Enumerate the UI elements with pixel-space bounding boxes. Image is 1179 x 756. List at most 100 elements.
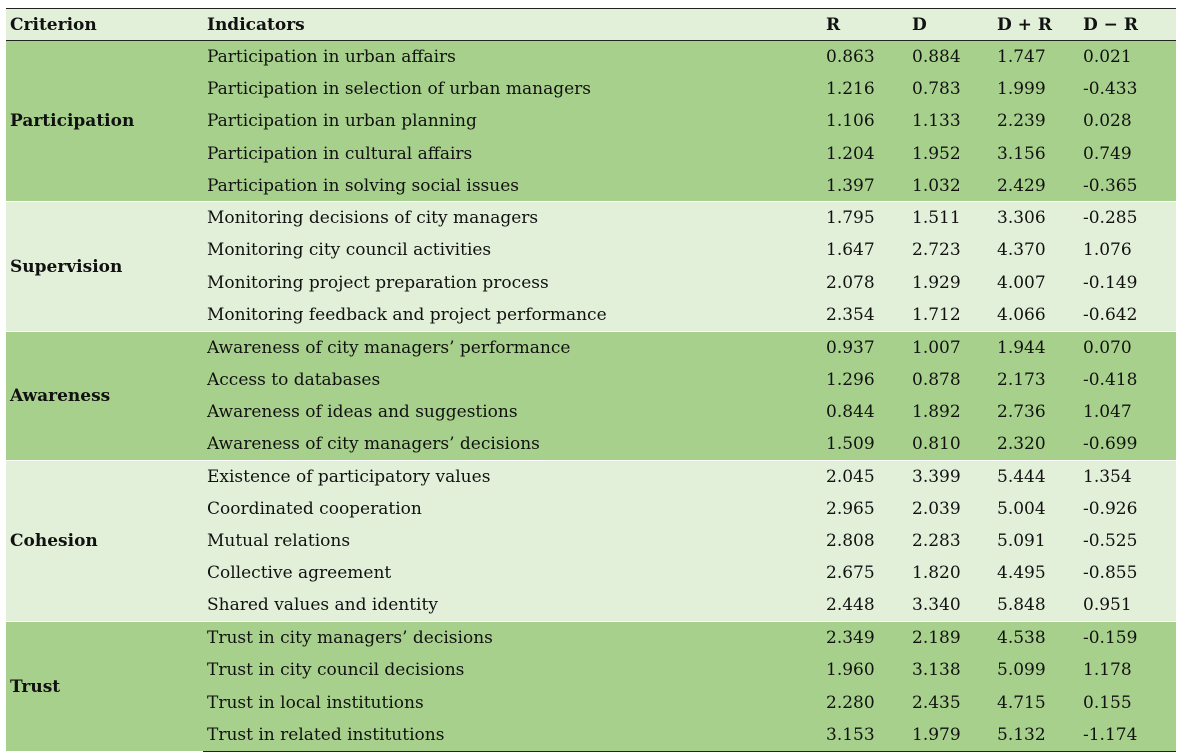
cell-r: 1.296 [826,369,875,390]
cell-d-minus-r: -0.365 [1083,175,1138,196]
criterion-cell: Trust [6,621,203,752]
indicator-cell: Access to databases [207,369,381,390]
cell-d-plus-r: 4.538 [993,621,1079,655]
indicator-cell: Collective agreement [207,563,392,584]
cell-d-plus-r: 4.370 [997,240,1046,261]
header-d: D [908,8,993,41]
cell-d-minus-r: -0.855 [1083,563,1138,584]
cell-r: 2.354 [826,304,875,325]
cell-d-minus-r: 0.028 [1083,111,1132,132]
cell-d-minus-r: 0.155 [1083,692,1132,713]
cell-d: 1.007 [908,330,993,364]
criterion-cell: Cohesion [6,459,203,622]
cell-d: 2.283 [912,531,961,552]
cell-r: 1.204 [826,143,875,164]
indicator-cell: Monitoring city council activities [207,240,492,261]
indicator-cell: Participation in solving social issues [207,175,520,196]
cell-r: 0.863 [826,46,875,67]
indicator-cell: Shared values and identity [207,595,438,616]
criterion-cell: Supervision [6,201,203,332]
cell-d-minus-r: 0.021 [1083,46,1132,67]
cell-d-minus-r: -0.642 [1083,304,1138,325]
cell-d: 3.138 [912,660,961,681]
indicator-cell: Awareness of ideas and suggestions [207,401,518,422]
indicator-cell: Participation in cultural affairs [207,143,473,164]
cell-r: 2.078 [826,272,875,293]
indicator-cell: Monitoring project preparation process [207,272,549,293]
cell-r: 0.844 [826,401,875,422]
cell-d: 3.340 [912,595,961,616]
cell-r: 2.965 [826,498,875,519]
cell-d-minus-r: -0.149 [1083,272,1138,293]
cell-d-plus-r: 5.444 [993,459,1079,493]
cell-d-plus-r: 5.091 [997,531,1046,552]
cell-d-minus-r: -0.525 [1083,531,1138,552]
cell-d: 0.884 [912,46,961,67]
indicator-cell: Trust in related institutions [203,718,822,752]
cell-d: 1.929 [912,272,961,293]
table-row: Participation Participation in urban affa… [6,40,1176,131]
cell-r: 0.937 [822,330,908,364]
table-body: Participation Participation in urban affa… [6,40,1176,752]
cell-d: 2.189 [908,621,993,655]
criterion-cell: Participation [10,111,135,132]
cell-d: 2.435 [912,692,961,713]
cell-r: 1.960 [826,660,875,681]
table-row: Cohesion Existence of participatory value… [6,459,1176,622]
cell-r: 1.216 [826,78,875,99]
indicator-cell: Mutual relations [207,531,351,552]
cell-d-minus-r: 1.178 [1083,660,1132,681]
indicator-cell: Participation in selection of urban mana… [207,78,591,99]
cell-r: 1.397 [826,175,875,196]
header-d-minus-r: D − R [1079,8,1176,41]
cell-d-plus-r: 2.239 [997,111,1046,132]
cell-r: 2.675 [826,563,875,584]
cell-d-plus-r: 3.156 [997,143,1046,164]
cell-d-minus-r: -0.285 [1079,201,1176,235]
indicator-cell: Monitoring decisions of city managers [203,201,822,235]
indicator-cell: Awareness of city managers’ performance [203,330,822,364]
cell-r: 1.106 [826,111,875,132]
cell-r: 2.349 [822,621,908,655]
cell-d: 1.952 [912,143,961,164]
cell-d-plus-r: 3.306 [993,201,1079,235]
cell-d-minus-r: -1.174 [1079,718,1176,752]
cell-d-plus-r: 5.004 [997,498,1046,519]
indicator-cell: Trust in local institutions [207,692,424,713]
indicator-cell: Coordinated cooperation [207,498,422,519]
indicator-cell: Participation in urban affairs [207,46,456,67]
cell-d-plus-r: 4.715 [997,692,1046,713]
cell-r: 2.045 [822,459,908,493]
cell-d-plus-r: 1.999 [997,78,1046,99]
cell-d-minus-r: 1.047 [1083,401,1132,422]
cell-d: 2.039 [912,498,961,519]
cell-d-minus-r: 0.951 [1083,595,1132,616]
indicator-cell: Monitoring feedback and project performa… [207,304,607,325]
cell-d-minus-r: -0.418 [1083,369,1138,390]
cell-d: 0.783 [912,78,961,99]
cell-r: 2.808 [826,531,875,552]
cell-d: 0.810 [912,433,961,454]
cell-d: 3.399 [908,459,993,493]
cell-d: 1.820 [912,563,961,584]
cell-d-plus-r: 4.066 [997,304,1046,325]
cell-r: 2.280 [826,692,875,713]
table-header: Criterion Indicators R D D + R D − R [6,8,1176,41]
cell-d: 1.032 [912,175,961,196]
cell-d: 1.979 [908,718,993,752]
cell-d: 2.723 [912,240,961,261]
indicator-cell: Trust in city managers’ decisions [203,621,822,655]
cell-d-plus-r: 4.007 [997,272,1046,293]
table-row: Trust Trust in city managers’ decisions 2.… [6,621,1176,752]
cell-d-plus-r: 1.944 [993,330,1079,364]
header-indicators: Indicators [203,8,822,41]
indicator-cell: Trust in city council decisions [207,660,465,681]
cell-d-minus-r: 1.354 [1079,459,1176,493]
cell-d: 1.511 [908,201,993,235]
cell-d-plus-r: 5.099 [997,660,1046,681]
cell-d-minus-r: -0.926 [1083,498,1138,519]
cell-d-plus-r: 1.747 [997,46,1046,67]
cell-d: 1.892 [912,401,961,422]
cell-d-minus-r: 0.749 [1083,143,1132,164]
cell-d-plus-r: 2.736 [997,401,1046,422]
